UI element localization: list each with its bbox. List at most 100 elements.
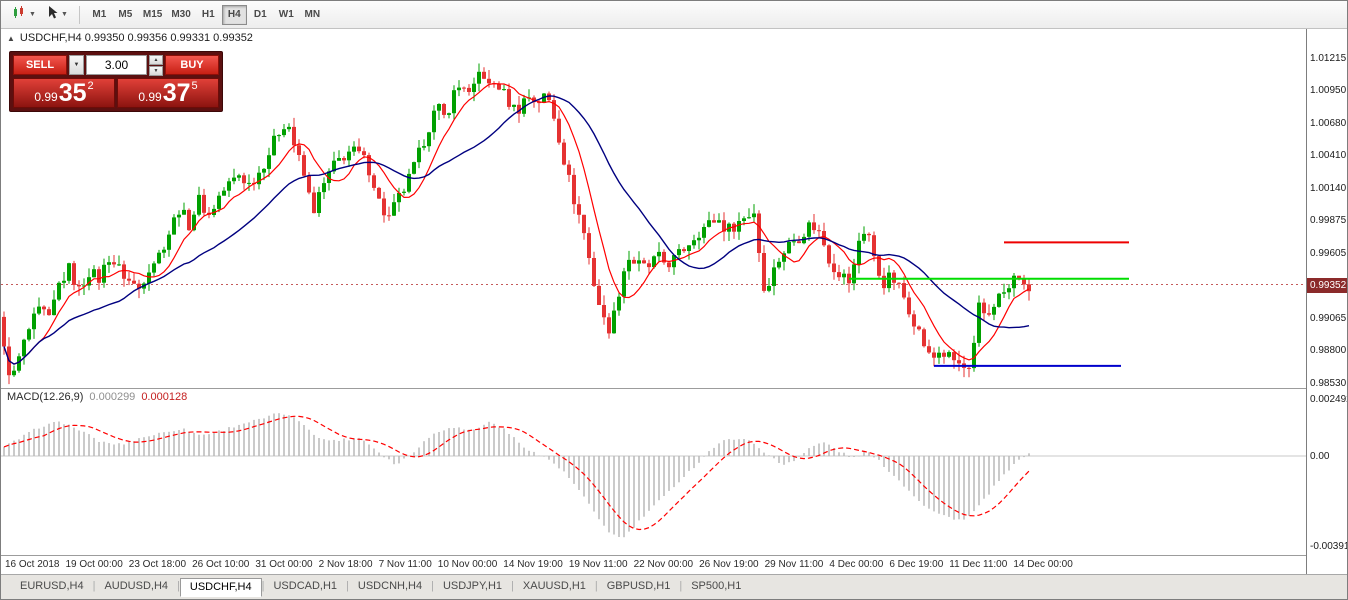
timeframe-w1[interactable]: W1 bbox=[278, 8, 294, 20]
buy-button[interactable]: BUY bbox=[165, 55, 219, 75]
price-axis[interactable]: 1.01215 1.00950 1.00680 1.00410 1.00140 0.998… bbox=[1306, 29, 1348, 574]
buy-price-display[interactable]: 0.99 37 5 bbox=[117, 78, 219, 108]
sell-price-display[interactable]: 0.99 35 2 bbox=[13, 78, 115, 108]
timeframe-mn[interactable]: MN bbox=[304, 8, 321, 20]
chart-tab-bar: EURUSD,H4 | AUDUSD,H4 | USDCHF,H4 | USDCAD,H1 |… bbox=[1, 574, 1347, 599]
tab-divider: | bbox=[431, 580, 434, 592]
price-axis-label: 0.98530 bbox=[1310, 378, 1347, 389]
sell-price-pip: 2 bbox=[87, 80, 94, 92]
timeframe-m15[interactable]: M15 bbox=[142, 8, 163, 20]
tab-audusd-h4[interactable]: AUDUSD,H4 bbox=[104, 580, 169, 592]
chevron-down-icon: ▼ bbox=[29, 11, 36, 18]
top-toolbar: ▼ ▼ M1 M5 M15 M30 H1 H4 D1 W1 MN bbox=[1, 1, 1347, 29]
price-chart-svg[interactable] bbox=[1, 29, 1306, 388]
current-price-badge: 0.99352 bbox=[1307, 278, 1347, 293]
macd-axis-label: 0.00 bbox=[1310, 451, 1330, 462]
tab-eurusd-h4[interactable]: EURUSD,H4 bbox=[20, 580, 84, 592]
timeframe-h4[interactable]: H4 bbox=[221, 4, 247, 25]
price-axis-label: 0.99605 bbox=[1310, 248, 1347, 259]
chevron-down-icon: ▼ bbox=[73, 62, 80, 68]
volume-input[interactable] bbox=[86, 55, 147, 75]
volume-up-button[interactable]: ▲ bbox=[149, 55, 163, 65]
tab-divider: | bbox=[679, 580, 683, 592]
time-axis[interactable]: 16 Oct 2018 19 Oct 00:00 23 Oct 18:00 26 Oc… bbox=[1, 556, 1306, 574]
time-label: 29 Nov 11:00 bbox=[764, 559, 824, 570]
macd-main-value: 0.000299 bbox=[89, 391, 136, 403]
time-label: 2 Nov 18:00 bbox=[318, 559, 373, 570]
price-axis-label: 0.98800 bbox=[1310, 345, 1347, 356]
symbol-ohlc-text: USDCHF,H4 0.99350 0.99356 0.99331 0.9935… bbox=[19, 32, 253, 44]
tab-divider: | bbox=[261, 580, 265, 592]
time-label: 22 Nov 00:00 bbox=[633, 559, 694, 570]
price-axis-label: 0.99875 bbox=[1310, 215, 1347, 226]
chart-type-icon bbox=[12, 5, 27, 25]
tab-divider: | bbox=[346, 580, 349, 592]
chevron-down-icon: ▼ bbox=[60, 11, 68, 18]
price-axis-label: 1.00950 bbox=[1310, 85, 1347, 96]
tab-list: EURUSD,H4 | AUDUSD,H4 | USDCHF,H4 | USDCAD,H1 |… bbox=[11, 578, 750, 597]
tab-divider: | bbox=[92, 580, 96, 592]
tab-sp500-h1[interactable]: SP500,H1 bbox=[691, 580, 742, 592]
tab-usdcad-h1[interactable]: USDCAD,H1 bbox=[273, 580, 338, 592]
macd-axis-label: -0.003913 bbox=[1310, 541, 1347, 552]
buy-price-prefix: 0.99 bbox=[138, 90, 162, 104]
macd-axis-label: 0.002492 bbox=[1310, 394, 1348, 405]
time-label: 14 Dec 00:00 bbox=[1013, 559, 1073, 570]
price-axis-label: 1.01215 bbox=[1310, 53, 1347, 64]
buy-price-big: 37 bbox=[162, 79, 191, 107]
timeframe-d1[interactable]: D1 bbox=[253, 8, 267, 20]
tab-usdchf-h4[interactable]: USDCHF,H4 bbox=[179, 578, 262, 597]
time-label: 26 Nov 19:00 bbox=[699, 559, 759, 570]
chart-type-button[interactable]: ▼ bbox=[8, 4, 40, 26]
tab-divider: | bbox=[177, 580, 180, 592]
time-label: 10 Nov 00:00 bbox=[437, 559, 498, 570]
price-axis-label: 1.00410 bbox=[1310, 150, 1347, 161]
tab-usdjpy-h1[interactable]: USDJPY,H1 bbox=[442, 580, 503, 592]
timeframe-m5[interactable]: M5 bbox=[118, 8, 133, 20]
time-label: 11 Dec 11:00 bbox=[949, 559, 1008, 570]
price-axis-label: 1.00680 bbox=[1310, 118, 1347, 129]
price-axis-label: 1.00140 bbox=[1310, 183, 1347, 194]
buy-price-pip: 5 bbox=[191, 80, 198, 92]
time-axis-labels: 16 Oct 2018 19 Oct 00:00 23 Oct 18:00 26 Oc… bbox=[1, 556, 1073, 570]
time-label: 4 Dec 00:00 bbox=[829, 559, 884, 570]
chart-header: ▲ USDCHF,H4 0.99350 0.99356 0.99331 0.99… bbox=[7, 32, 253, 44]
volume-dropdown-button[interactable]: ▼ bbox=[69, 55, 84, 75]
tab-xauusd-h1[interactable]: XAUUSD,H1 bbox=[522, 580, 586, 592]
volume-down-button[interactable]: ▼ bbox=[149, 66, 163, 76]
volume-stepper: ▲ ▼ bbox=[149, 55, 163, 76]
tab-gbpusd-h1[interactable]: GBPUSD,H1 bbox=[606, 580, 671, 592]
chart-tools-group: ▼ ▼ bbox=[6, 4, 74, 26]
cursor-tool-button[interactable]: ▼ bbox=[41, 4, 72, 26]
cursor-icon bbox=[45, 5, 59, 25]
sell-price-prefix: 0.99 bbox=[34, 90, 58, 104]
tab-divider: | bbox=[594, 580, 598, 592]
price-axis-label: 0.99065 bbox=[1310, 313, 1347, 324]
tab-divider: | bbox=[511, 580, 514, 592]
toolbar-separator bbox=[78, 5, 80, 24]
macd-panel[interactable]: MACD(12.26,9) 0.000299 0.000128 bbox=[1, 389, 1306, 556]
window-marker-icon: ▲ bbox=[7, 33, 15, 43]
macd-name: MACD(12.26,9) bbox=[7, 391, 84, 403]
timeframe-group: M1 M5 M15 M30 H1 H4 D1 W1 MN bbox=[85, 4, 327, 25]
time-label: 14 Nov 19:00 bbox=[503, 559, 563, 570]
time-label: 7 Nov 11:00 bbox=[378, 559, 432, 570]
macd-label: MACD(12.26,9) 0.000299 0.000128 bbox=[7, 391, 187, 403]
time-label: 16 Oct 2018 bbox=[5, 559, 60, 570]
macd-signal-value: 0.000128 bbox=[141, 391, 188, 403]
timeframe-m30[interactable]: M30 bbox=[171, 8, 191, 20]
time-label: 26 Oct 10:00 bbox=[192, 559, 250, 570]
tab-usdcnh-h4[interactable]: USDCNH,H4 bbox=[357, 580, 423, 592]
timeframe-m1[interactable]: M1 bbox=[92, 8, 107, 20]
sell-button[interactable]: SELL bbox=[13, 55, 67, 75]
sell-price-big: 35 bbox=[58, 79, 87, 107]
timeframe-h1[interactable]: H1 bbox=[201, 8, 215, 20]
time-label: 19 Nov 11:00 bbox=[568, 559, 628, 570]
time-label: 19 Oct 00:00 bbox=[65, 559, 123, 570]
price-chart-panel[interactable]: ▲ USDCHF,H4 0.99350 0.99356 0.99331 0.99… bbox=[1, 29, 1306, 389]
time-label: 23 Oct 18:00 bbox=[128, 559, 187, 570]
time-label: 31 Oct 00:00 bbox=[255, 559, 313, 570]
macd-svg[interactable] bbox=[1, 389, 1306, 555]
one-click-trading-panel: SELL ▼ ▲ ▼ BUY 0.99 35 2 0.99 37 5 bbox=[9, 51, 223, 112]
